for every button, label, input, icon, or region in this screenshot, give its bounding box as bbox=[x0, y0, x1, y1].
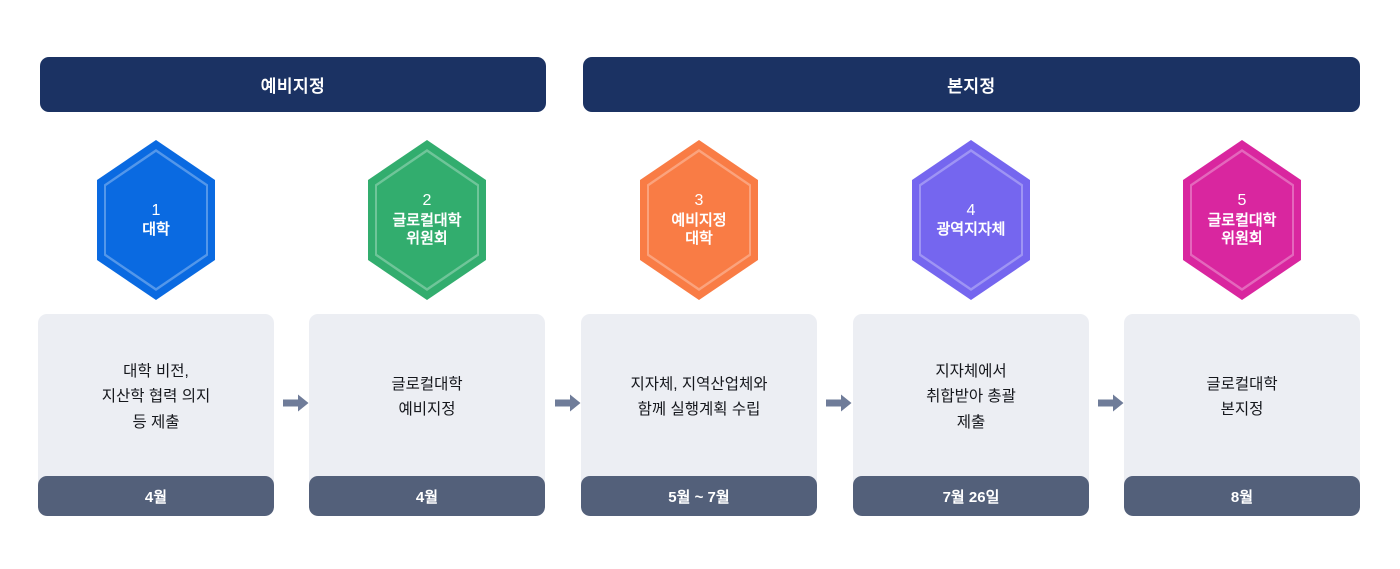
step-5-card: 글로컬대학 본지정 8월 bbox=[1124, 314, 1360, 516]
arrow-right-icon bbox=[1098, 393, 1124, 413]
step-2-hexagon-inner-fill bbox=[377, 152, 477, 288]
step-3-hexagon-inner-fill bbox=[649, 152, 749, 288]
step-2-card: 글로컬대학 예비지정 4월 bbox=[309, 314, 545, 516]
step-5-hexagon: 5 글로컬대학 위원회 bbox=[1183, 140, 1301, 300]
step-3: 3 예비지정 대학 지자체, 지역산업체와 함께 실행계획 수립 5월 ~ 7월 bbox=[581, 140, 817, 516]
phase-header-preliminary: 예비지정 bbox=[40, 57, 546, 112]
step-1-card: 대학 비전, 지산학 협력 의지 등 제출 4월 bbox=[38, 314, 274, 516]
step-4-hexagon-shape: 4 광역지자체 bbox=[912, 140, 1030, 300]
step-2-description: 글로컬대학 예비지정 bbox=[391, 375, 463, 418]
step-1-period: 4월 bbox=[38, 476, 274, 516]
step-4-card-body: 지자체에서 취합받아 총괄 제출 bbox=[853, 314, 1089, 476]
step-2-card-body: 글로컬대학 예비지정 bbox=[309, 314, 545, 476]
step-4-period: 7월 26일 bbox=[853, 476, 1089, 516]
step-1: 1 대학 대학 비전, 지산학 협력 의지 등 제출 4월 bbox=[38, 140, 274, 516]
step-1-card-body: 대학 비전, 지산학 협력 의지 등 제출 bbox=[38, 314, 274, 476]
phase-header-main: 본지정 bbox=[583, 57, 1360, 112]
step-5-description: 글로컬대학 본지정 bbox=[1206, 375, 1278, 418]
step-3-hexagon-shape: 3 예비지정 대학 bbox=[640, 140, 758, 300]
arrow-right-icon bbox=[555, 393, 581, 413]
step-3-hexagon: 3 예비지정 대학 bbox=[640, 140, 758, 300]
arrow-right-icon bbox=[826, 393, 852, 413]
step-1-hexagon-inner-fill bbox=[106, 152, 206, 288]
step-1-hexagon: 1 대학 bbox=[97, 140, 215, 300]
phase-header-preliminary-label: 예비지정 bbox=[260, 77, 326, 96]
step-list: 1 대학 대학 비전, 지산학 협력 의지 등 제출 4월 2 bbox=[0, 140, 1400, 520]
step-3-card-body: 지자체, 지역산업체와 함께 실행계획 수립 bbox=[581, 314, 817, 476]
step-4-hexagon-inner-fill bbox=[921, 152, 1021, 288]
step-2-hexagon: 2 글로컬대학 위원회 bbox=[368, 140, 486, 300]
step-2-period: 4월 bbox=[309, 476, 545, 516]
step-2: 2 글로컬대학 위원회 글로컬대학 예비지정 4월 bbox=[309, 140, 545, 516]
step-4: 4 광역지자체 지자체에서 취합받아 총괄 제출 7월 26일 bbox=[853, 140, 1089, 516]
step-3-card: 지자체, 지역산업체와 함께 실행계획 수립 5월 ~ 7월 bbox=[581, 314, 817, 516]
step-1-description: 대학 비전, 지산학 협력 의지 등 제출 bbox=[101, 363, 211, 431]
step-3-period: 5월 ~ 7월 bbox=[581, 476, 817, 516]
step-4-card: 지자체에서 취합받아 총괄 제출 7월 26일 bbox=[853, 314, 1089, 516]
step-4-description: 지자체에서 취합받아 총괄 제출 bbox=[926, 363, 1016, 431]
step-5-card-body: 글로컬대학 본지정 bbox=[1124, 314, 1360, 476]
step-5-hexagon-shape: 5 글로컬대학 위원회 bbox=[1183, 140, 1301, 300]
step-1-hexagon-shape: 1 대학 bbox=[97, 140, 215, 300]
step-3-description: 지자체, 지역산업체와 함께 실행계획 수립 bbox=[630, 375, 768, 418]
step-2-hexagon-shape: 2 글로컬대학 위원회 bbox=[368, 140, 486, 300]
step-4-hexagon: 4 광역지자체 bbox=[912, 140, 1030, 300]
phase-header-main-label: 본지정 bbox=[947, 77, 996, 96]
arrow-right-icon bbox=[283, 393, 309, 413]
step-5-period: 8월 bbox=[1124, 476, 1360, 516]
step-5: 5 글로컬대학 위원회 글로컬대학 본지정 8월 bbox=[1124, 140, 1360, 516]
step-5-hexagon-inner-fill bbox=[1192, 152, 1292, 288]
